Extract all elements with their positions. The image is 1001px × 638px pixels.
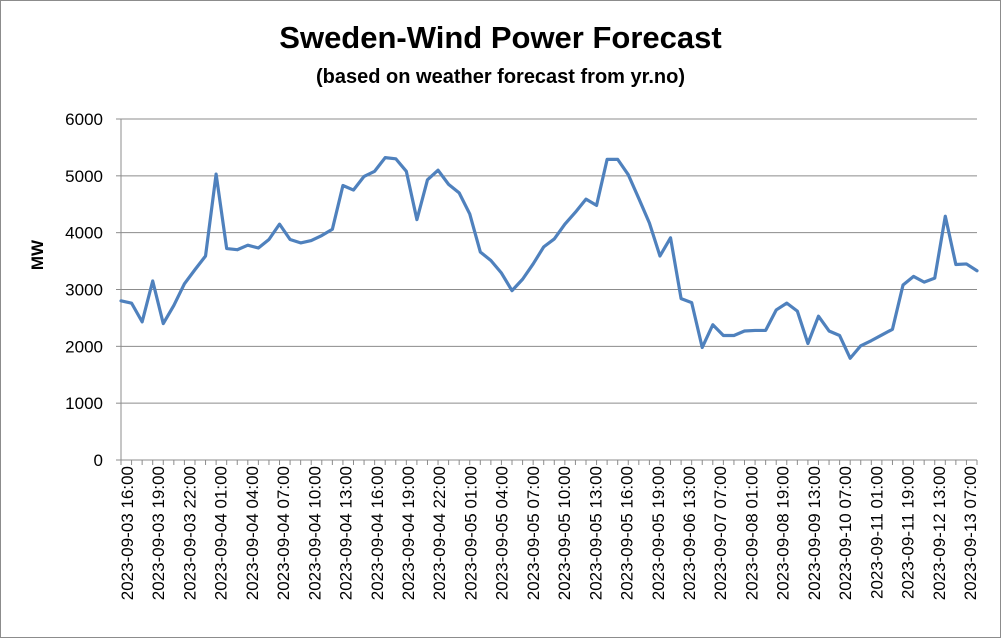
x-tick-label: 2023-09-04 10:00 (305, 466, 324, 600)
y-tick-label: 4000 (65, 224, 103, 243)
x-tick-label: 2023-09-04 01:00 (212, 466, 231, 600)
y-tick-label: 0 (94, 451, 103, 470)
x-tick-label: 2023-09-08 19:00 (774, 466, 793, 600)
x-tick-label: 2023-09-07 07:00 (711, 466, 730, 600)
x-tick-label: 2023-09-04 07:00 (274, 466, 293, 600)
x-tick-label: 2023-09-04 16:00 (368, 466, 387, 600)
y-axis-label: MW (28, 239, 47, 270)
x-tick-label: 2023-09-05 16:00 (618, 466, 637, 600)
x-tick-label: 2023-09-05 04:00 (493, 466, 512, 600)
x-tick-label: 2023-09-05 13:00 (586, 466, 605, 600)
x-tick-label: 2023-09-03 19:00 (149, 466, 168, 600)
chart-title: Sweden-Wind Power Forecast (279, 20, 722, 55)
x-tick-label: 2023-09-05 01:00 (461, 466, 480, 600)
x-tick-label: 2023-09-04 04:00 (243, 466, 262, 600)
x-tick-label: 2023-09-09 13:00 (805, 466, 824, 600)
x-tick-label: 2023-09-11 19:00 (899, 466, 918, 599)
x-tick-label: 2023-09-08 01:00 (742, 466, 761, 600)
x-tick-label: 2023-09-05 07:00 (524, 466, 543, 600)
x-tick-label: 2023-09-04 13:00 (337, 466, 356, 600)
x-tick-label: 2023-09-04 19:00 (399, 466, 418, 600)
chart-subtitle: (based on weather forecast from yr.no) (316, 66, 685, 88)
x-tick-label: 2023-09-12 13:00 (930, 466, 949, 600)
x-tick-label: 2023-09-11 01:00 (867, 466, 886, 599)
x-tick-label: 2023-09-05 10:00 (555, 466, 574, 600)
y-tick-label: 2000 (65, 337, 103, 356)
y-tick-label: 6000 (65, 110, 103, 129)
x-tick-label: 2023-09-10 07:00 (836, 466, 855, 600)
x-tick-label: 2023-09-06 13:00 (680, 466, 699, 600)
series-line (119, 156, 979, 360)
y-tick-label: 3000 (65, 281, 103, 300)
x-tick-label: 2023-09-13 07:00 (961, 466, 980, 600)
x-tick-label: 2023-09-03 22:00 (180, 466, 199, 600)
x-tick-label: 2023-09-04 22:00 (430, 466, 449, 600)
y-tick-label: 5000 (65, 167, 103, 186)
y-tick-label: 1000 (65, 394, 103, 413)
x-tick-label: 2023-09-03 16:00 (118, 466, 137, 600)
x-tick-label: 2023-09-05 19:00 (649, 466, 668, 600)
